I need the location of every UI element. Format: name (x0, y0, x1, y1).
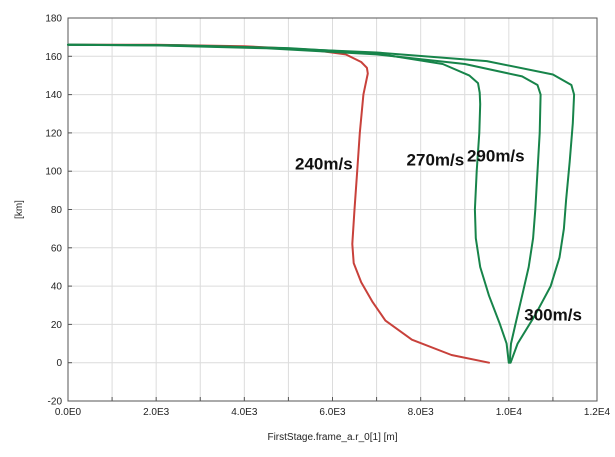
series-line-3 (67, 43, 542, 364)
y-tick-label: 160 (45, 52, 62, 63)
x-tick-label: 1.2E4 (584, 407, 611, 418)
annotations: 240m/s 270m/s 290m/s 300m/s (295, 147, 582, 325)
series-annotation: 240m/s (295, 154, 353, 173)
series-annotation: 300m/s (524, 306, 582, 325)
x-tick-label: 2.0E3 (143, 407, 170, 418)
series-line-4 (67, 43, 576, 364)
grid (68, 18, 597, 401)
y-tick-label: 100 (45, 167, 62, 178)
y-tick-label: 40 (51, 282, 63, 293)
x-tick-label: 4.0E3 (231, 407, 258, 418)
y-tick-label: 0 (56, 358, 62, 369)
y-axis-title: [km] (14, 200, 25, 219)
y-tick-label: 60 (51, 243, 63, 254)
x-tick-label: 0.0E0 (55, 407, 82, 418)
x-tick-label: 6.0E3 (319, 407, 346, 418)
ticks: 0.0E0 2.0E3 4.0E3 6.0E3 8.0E3 1.0E4 1.2E4 -20 0 2… (45, 14, 610, 419)
series-annotation: 270m/s (407, 150, 465, 169)
x-tick-label: 1.0E4 (496, 407, 523, 418)
y-tick-label: -20 (48, 397, 63, 408)
y-tick-label: 180 (45, 14, 62, 25)
y-tick-label: 20 (51, 320, 63, 331)
y-tick-label: 120 (45, 128, 62, 139)
y-tick-label: 140 (45, 90, 62, 101)
y-tick-label: 80 (51, 205, 63, 216)
x-axis-title: FirstStage.frame_a.r_0[1] [m] (267, 432, 397, 443)
series-line-1 (67, 43, 490, 364)
series (67, 43, 576, 364)
x-tick-label: 8.0E3 (408, 407, 435, 418)
series-annotation: 290m/s (467, 147, 525, 166)
